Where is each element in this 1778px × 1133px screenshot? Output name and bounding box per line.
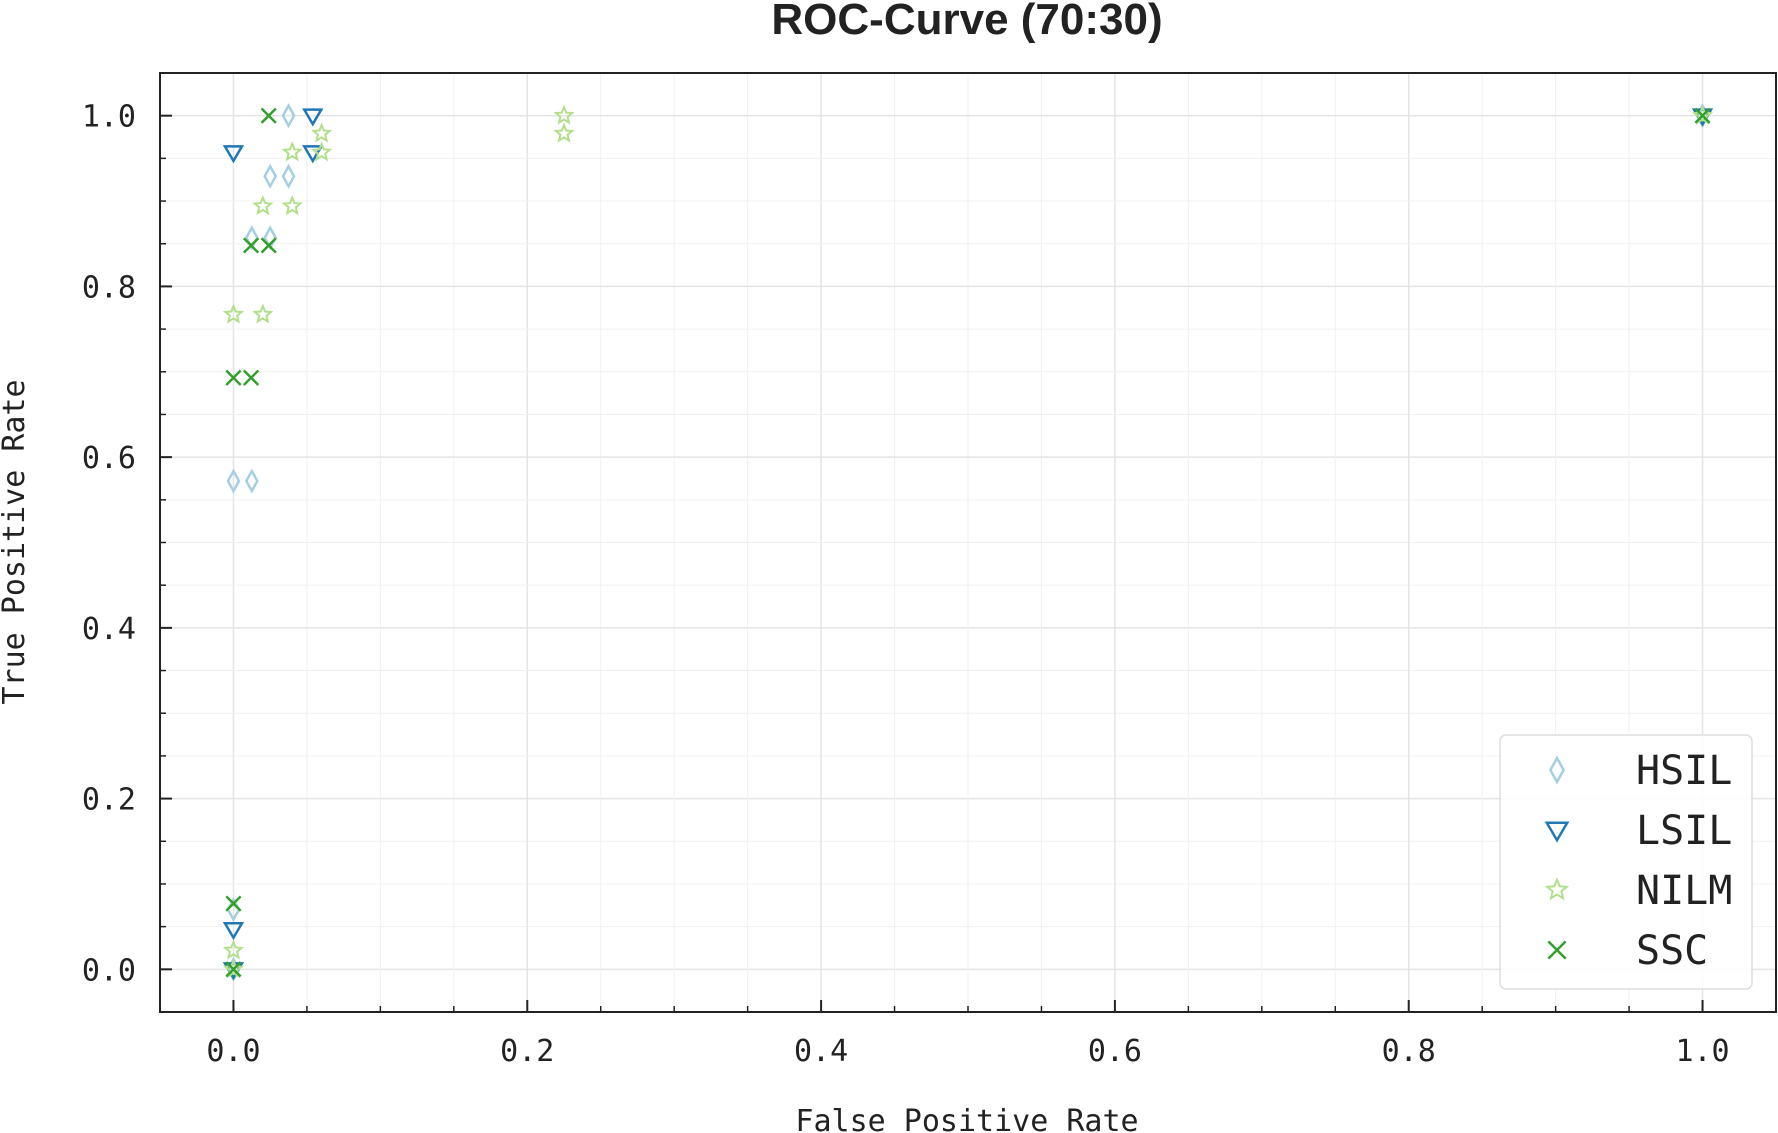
x-axis-label: False Positive Rate xyxy=(795,1104,1138,1133)
legend-marker-ssc xyxy=(1547,940,1567,960)
data-point-ssc xyxy=(225,961,242,978)
x-marker-stroke xyxy=(1694,107,1711,124)
y-tick-label: 0.2 xyxy=(82,783,136,818)
chart-title: ROC-Curve (70:30) xyxy=(771,0,1162,44)
data-point-hsil xyxy=(226,468,241,494)
legend-items: HSIL LSIL NILM SSC xyxy=(1544,748,1732,974)
data-point-nilm xyxy=(311,141,333,162)
data-point-nilm xyxy=(252,195,274,216)
data-point-nilm xyxy=(553,122,575,143)
data-points xyxy=(222,103,1714,982)
data-point-lsil xyxy=(222,921,245,941)
data-point-hsil xyxy=(281,103,296,129)
x-marker-stroke xyxy=(225,369,242,386)
y-tick-label: 1.0 xyxy=(82,100,136,135)
data-point-nilm xyxy=(281,141,303,162)
data-point-nilm xyxy=(281,195,303,216)
data-point-ssc xyxy=(1694,107,1711,124)
series-nilm xyxy=(222,104,1714,979)
x-tick-label: 0.4 xyxy=(794,1034,848,1069)
x-tick-label: 0.8 xyxy=(1382,1034,1436,1069)
data-point-hsil xyxy=(263,163,278,189)
data-point-nilm xyxy=(553,104,575,125)
legend-marker-lsil xyxy=(1544,821,1570,843)
legend-label-nilm: NILM xyxy=(1636,868,1732,914)
data-point-nilm xyxy=(222,303,245,324)
data-point-nilm xyxy=(311,122,333,143)
data-point-lsil xyxy=(222,145,245,164)
y-tick-label: 0.4 xyxy=(82,612,136,647)
x-tick-label: 0.6 xyxy=(1088,1034,1142,1069)
legend-label-hsil: HSIL xyxy=(1636,748,1732,794)
legend-box xyxy=(1499,734,1753,990)
legend: HSIL LSIL NILM SSC xyxy=(1499,734,1753,990)
legend-label-lsil: LSIL xyxy=(1636,808,1732,854)
data-point-ssc xyxy=(225,895,242,912)
data-point-ssc xyxy=(242,237,260,254)
data-point-lsil xyxy=(302,108,324,127)
series-ssc xyxy=(225,107,1711,978)
x-marker-stroke xyxy=(242,237,260,254)
data-point-ssc xyxy=(242,369,260,386)
data-point-ssc xyxy=(260,107,277,124)
x-marker-stroke xyxy=(225,961,242,978)
data-point-nilm xyxy=(222,939,245,960)
x-tick-label: 1.0 xyxy=(1675,1034,1729,1069)
x-marker-stroke xyxy=(225,895,242,912)
data-point-nilm xyxy=(222,958,245,979)
data-point-hsil xyxy=(281,163,296,189)
data-point-ssc xyxy=(225,369,242,386)
x-tick-label: 0.0 xyxy=(206,1034,260,1069)
y-tick-label: 0.8 xyxy=(82,270,136,305)
x-marker-stroke xyxy=(260,237,277,254)
x-marker-stroke xyxy=(1547,940,1567,960)
x-marker-stroke xyxy=(242,369,260,386)
data-point-nilm xyxy=(252,303,274,324)
legend-marker-nilm xyxy=(1544,877,1570,901)
y-tick-label: 0.6 xyxy=(82,441,136,476)
legend-marker-hsil xyxy=(1548,755,1566,785)
y-axis-label: True Positive Rate xyxy=(0,379,32,704)
data-point-ssc xyxy=(260,237,277,254)
ticks: 0.0 0.2 0.4 0.6 0.8 1.0 0.0 0.2 0.4 0.6 0.8 1.0 xyxy=(82,72,1777,1069)
data-point-nilm xyxy=(1691,104,1714,125)
data-point-hsil xyxy=(244,468,259,494)
y-tick-label: 0.0 xyxy=(82,953,136,988)
legend-label-ssc: SSC xyxy=(1636,928,1708,974)
x-tick-label: 0.2 xyxy=(500,1034,554,1069)
x-marker-stroke xyxy=(260,107,277,124)
